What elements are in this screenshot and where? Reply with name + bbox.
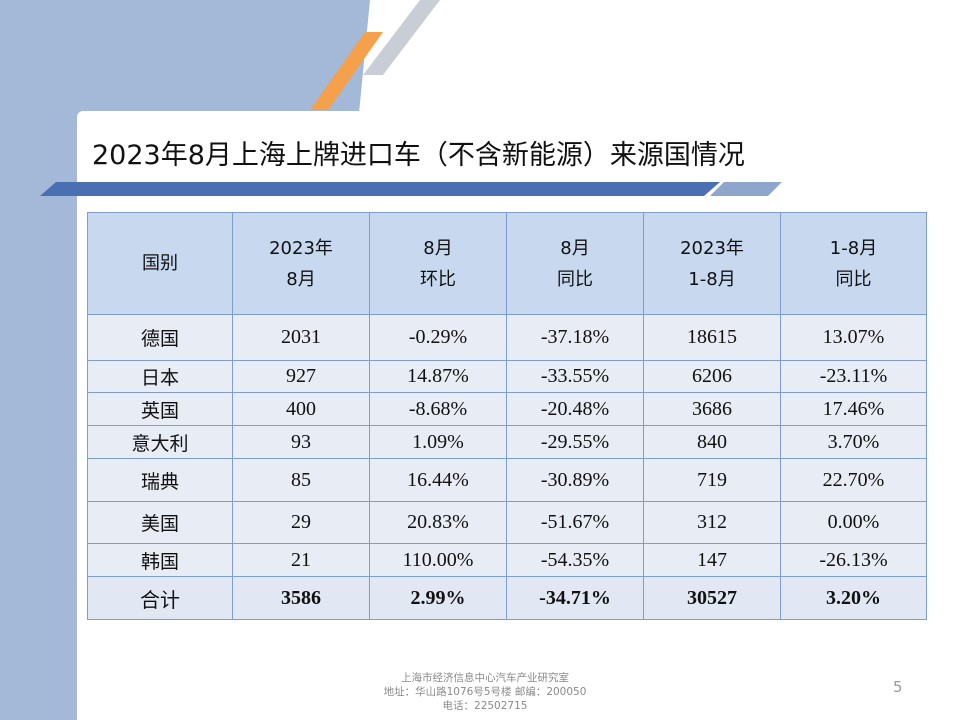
cell-jan-aug-2023: 840 [643, 425, 781, 459]
cell-jan-aug-yoy: 13.07% [780, 314, 927, 361]
table-row: 美国 29 20.83% -51.67% 312 0.00% [87, 501, 927, 544]
cell-jan-aug-2023: 18615 [643, 314, 781, 361]
cell-country: 意大利 [87, 425, 233, 459]
cell-aug-mom: 1.09% [369, 425, 507, 459]
orange-stripe [310, 32, 383, 110]
cell-aug-mom: -0.29% [369, 314, 507, 361]
table-header-row: 国别 2023年 8月 8月 环比 8月 同比 2023年 1-8月 1-8月 同比 [87, 212, 927, 315]
cell-aug-2023: 2031 [232, 314, 370, 361]
cell-aug-yoy: -33.55% [506, 360, 644, 393]
page-number: 5 [893, 678, 903, 696]
table-row: 日本 927 14.87% -33.55% 6206 -23.11% [87, 360, 927, 393]
header-aug-mom: 8月 环比 [369, 212, 507, 315]
cell-country: 德国 [87, 314, 233, 361]
cell-aug-2023: 21 [232, 543, 370, 577]
cell-aug-yoy: -51.67% [506, 501, 644, 544]
cell-jan-aug-yoy: 0.00% [780, 501, 927, 544]
cell-jan-aug-2023: 3686 [643, 392, 781, 426]
cell-country: 合计 [87, 576, 233, 620]
cell-jan-aug-2023: 6206 [643, 360, 781, 393]
title-underline-bar [40, 182, 782, 196]
header-aug-2023: 2023年 8月 [232, 212, 370, 315]
cell-aug-2023: 85 [232, 458, 370, 502]
cell-jan-aug-yoy: 17.46% [780, 392, 927, 426]
table-body: 德国 2031 -0.29% -37.18% 18615 13.07% 日本 927 14.87… [87, 314, 927, 620]
cell-country: 韩国 [87, 543, 233, 577]
cell-aug-mom: 2.99% [369, 576, 507, 620]
cell-country: 美国 [87, 501, 233, 544]
cell-aug-2023: 29 [232, 501, 370, 544]
footer-phone: 电话：22502715 [442, 700, 528, 712]
header-jan-aug-2023: 2023年 1-8月 [643, 212, 781, 315]
cell-aug-yoy: -37.18% [506, 314, 644, 361]
cell-aug-mom: -8.68% [369, 392, 507, 426]
table-row: 意大利 93 1.09% -29.55% 840 3.70% [87, 425, 927, 459]
cell-aug-2023: 927 [232, 360, 370, 393]
table-total-row: 合计 3586 2.99% -34.71% 30527 3.20% [87, 576, 927, 620]
cell-aug-mom: 110.00% [369, 543, 507, 577]
footer-org: 上海市经济信息中心汽车产业研究室 [401, 672, 569, 684]
cell-jan-aug-yoy: 3.20% [780, 576, 927, 620]
cell-jan-aug-yoy: -23.11% [780, 360, 927, 393]
footer: 上海市经济信息中心汽车产业研究室 地址：华山路1076号5号楼 邮编：20005… [360, 671, 610, 713]
cell-jan-aug-yoy: 3.70% [780, 425, 927, 459]
cell-country: 瑞典 [87, 458, 233, 502]
cell-aug-yoy: -20.48% [506, 392, 644, 426]
cell-aug-yoy: -54.35% [506, 543, 644, 577]
footer-address: 地址：华山路1076号5号楼 邮编：200050 [383, 686, 587, 698]
cell-jan-aug-2023: 147 [643, 543, 781, 577]
table-row: 德国 2031 -0.29% -37.18% 18615 13.07% [87, 314, 927, 361]
cell-jan-aug-2023: 719 [643, 458, 781, 502]
cell-aug-2023: 93 [232, 425, 370, 459]
table-row: 英国 400 -8.68% -20.48% 3686 17.46% [87, 392, 927, 426]
header-aug-yoy: 8月 同比 [506, 212, 644, 315]
cell-aug-yoy: -30.89% [506, 458, 644, 502]
cell-jan-aug-yoy: -26.13% [780, 543, 927, 577]
cell-aug-yoy: -29.55% [506, 425, 644, 459]
cell-aug-yoy: -34.71% [506, 576, 644, 620]
import-source-table: 国别 2023年 8月 8月 环比 8月 同比 2023年 1-8月 1-8月 同比 德国… [87, 212, 927, 620]
table-row: 韩国 21 110.00% -54.35% 147 -26.13% [87, 543, 927, 577]
cell-aug-mom: 14.87% [369, 360, 507, 393]
cell-aug-mom: 16.44% [369, 458, 507, 502]
cell-aug-2023: 3586 [232, 576, 370, 620]
header-country: 国别 [87, 212, 233, 315]
table-row: 瑞典 85 16.44% -30.89% 719 22.70% [87, 458, 927, 502]
header-jan-aug-yoy: 1-8月 同比 [780, 212, 927, 315]
cell-jan-aug-2023: 312 [643, 501, 781, 544]
slide-title: 2023年8月上海上牌进口车（不含新能源）来源国情况 [92, 140, 745, 171]
cell-country: 日本 [87, 360, 233, 393]
cell-aug-2023: 400 [232, 392, 370, 426]
grey-stripe [363, 0, 440, 75]
cell-country: 英国 [87, 392, 233, 426]
cell-aug-mom: 20.83% [369, 501, 507, 544]
cell-jan-aug-2023: 30527 [643, 576, 781, 620]
cell-jan-aug-yoy: 22.70% [780, 458, 927, 502]
